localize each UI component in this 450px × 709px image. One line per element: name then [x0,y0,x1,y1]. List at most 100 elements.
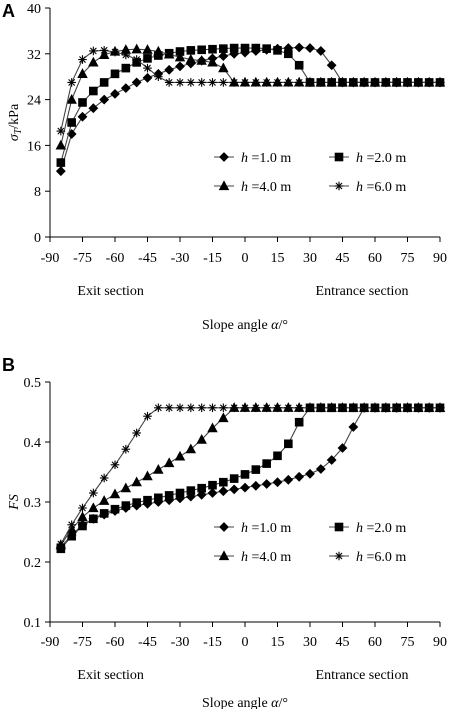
legend-label-var: h [241,521,248,536]
x-tick-label: -30 [171,251,190,266]
panel-b: B 0.1 0.2 0.3 0.4 0.5 -90 -75 -60 -45 -30 -15 0 15 30… [2,355,447,709]
data-point-star [424,78,434,87]
data-point-diamond [326,60,337,71]
data-point-star [262,403,271,413]
data-point-star [414,403,423,413]
data-point-square [251,465,261,474]
series-line [60,47,440,163]
data-point-diamond [196,489,207,500]
data-point-diamond [315,46,326,56]
data-point-square [121,501,131,510]
legend-label-value: =1.0 m [248,521,291,536]
data-point-diamond [131,77,142,88]
legend-label-value: =6.0 m [363,550,406,565]
data-point-triangle [109,488,121,499]
data-point-triangle [88,502,99,513]
data-point-square [164,491,174,500]
data-point-diamond [229,484,240,495]
series-line [60,49,440,132]
legend-label-var: h [356,151,363,166]
x-tick-label: 0 [242,635,249,650]
data-point-star [143,411,152,421]
legend-entry: h =6.0 m [329,180,406,195]
data-point-square [262,459,271,468]
data-point-square [143,495,152,505]
data-point-star [370,403,380,413]
legend-label: h =6.0 m [356,550,406,565]
data-point-square [154,493,163,503]
x-axis-label-symbol: α [271,318,279,333]
legend-label: h =2.0 m [356,151,406,166]
legend-label: h =1.0 m [241,521,291,536]
data-point-star [154,72,163,81]
data-point-triangle [142,44,153,54]
legend-marker-star [334,551,344,561]
y-axis-label-symbol: FS [7,494,22,511]
data-point-star [359,78,369,87]
data-point-square [78,98,87,107]
data-point-star [251,403,261,413]
x-tick-label: 90 [433,251,447,266]
data-point-diamond [305,468,315,479]
data-point-diamond [77,111,88,122]
x-tick-label: 90 [433,635,447,650]
data-point-diamond [88,103,99,114]
data-point-square [240,43,250,53]
y-tick-label: 40 [27,2,41,17]
x-tick-label: 45 [336,635,350,650]
data-point-diamond [283,474,294,485]
data-point-star [294,78,304,87]
data-point-diamond [250,480,261,491]
data-point-star [89,46,98,56]
data-point-diamond [337,443,348,453]
legend-label: h =1.0 m [241,151,291,166]
data-point-square [89,514,98,524]
data-point-diamond [294,42,305,53]
data-point-diamond [305,43,315,53]
data-point-star [219,78,228,87]
y-tick-label: 0.1 [24,616,42,631]
x-tick-label: -90 [41,251,60,266]
legend-label-value: =2.0 m [363,521,406,536]
data-point-square [284,49,293,59]
x-tick-label: -15 [203,251,222,266]
data-point-star [403,78,412,87]
data-point-star [273,78,282,87]
x-tick-label: -45 [138,635,157,650]
data-point-triangle [163,48,175,59]
data-point-square [197,45,206,55]
legend-entry: h =1.0 m [214,151,291,166]
data-point-triangle [66,93,77,104]
data-point-square [186,486,196,495]
legend-label-var: h [241,180,248,195]
data-point-star [294,403,304,413]
data-point-diamond [207,488,218,498]
legend-label-var: h [356,180,363,195]
data-point-square [143,54,152,63]
data-point-star [132,55,141,64]
data-point-diamond [326,455,337,465]
data-point-square [294,60,304,70]
data-point-star [240,403,250,413]
plot-area-b: 0.1 0.2 0.3 0.4 0.5 -90 -75 -60 -45 -30 -15 0 15 30 45… [7,376,447,709]
data-point-star [110,460,120,470]
y-axis-label-subscript: T [13,127,24,134]
data-point-diamond [55,166,66,177]
data-point-star [305,403,315,413]
data-point-square [229,43,239,53]
data-point-star [240,78,250,87]
data-point-diamond [120,83,131,94]
data-point-triangle [196,433,207,444]
data-point-diamond [99,94,110,105]
data-point-square [110,504,120,514]
data-point-star [327,403,336,413]
legend-label-value: =6.0 m [363,180,406,195]
legend-label-var: h [356,550,363,565]
legend-label-var: h [241,151,248,166]
data-point-star [186,78,196,87]
data-point-star [121,444,131,454]
data-point-triangle [185,53,197,64]
legend-marker-diamond [219,152,229,162]
data-point-star [219,403,228,413]
